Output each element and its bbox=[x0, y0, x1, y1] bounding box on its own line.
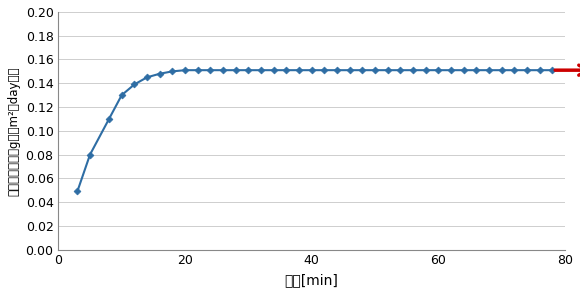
X-axis label: 時間[min]: 時間[min] bbox=[285, 273, 339, 287]
Y-axis label: 水蒸気透過度［g／（m²・day）］: 水蒸気透過度［g／（m²・day）］ bbox=[7, 66, 20, 196]
